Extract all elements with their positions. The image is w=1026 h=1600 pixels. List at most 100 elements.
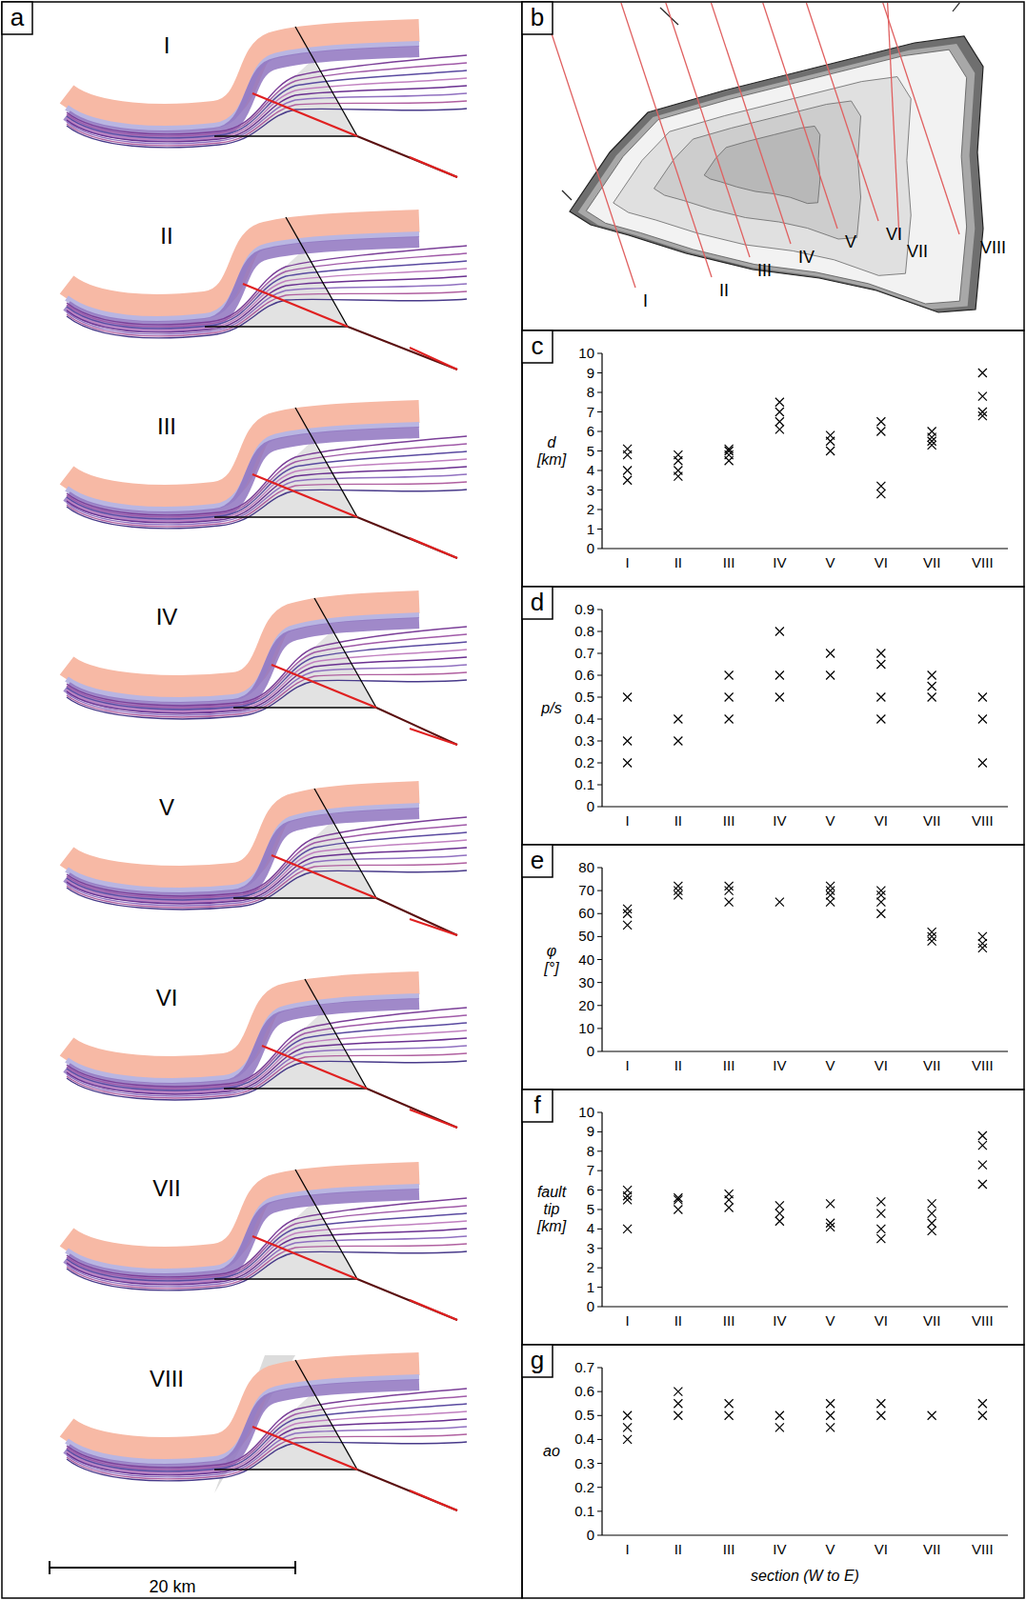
y-tick [597, 913, 603, 915]
fault-line [214, 135, 358, 137]
y-tick-label: 7 [586, 403, 595, 421]
y-tick-label: 20 [578, 997, 595, 1014]
coast-line [660, 7, 679, 25]
cross-section: VII [66, 1169, 467, 1321]
fault-line [252, 1236, 358, 1280]
cross-section: VIII [66, 1355, 467, 1511]
y-tick-label: 2 [586, 1259, 595, 1276]
x-tick-label: VII [923, 1312, 941, 1329]
map-zone [654, 100, 862, 240]
x-tick-label: II [674, 1541, 683, 1558]
fault-line [314, 598, 377, 708]
y-axis-title-line: [km] [536, 451, 567, 468]
panel-letter: g [530, 1346, 544, 1375]
point [623, 905, 632, 914]
section-line-label: V [844, 232, 857, 252]
horizon-line [66, 489, 467, 529]
cross-section: V [66, 788, 467, 936]
map-zone [613, 77, 911, 277]
y-tick-label: 8 [586, 383, 595, 401]
map [531, 2, 984, 313]
point [927, 441, 937, 450]
y-tick-label: 0 [586, 1298, 595, 1315]
section-line [531, 2, 636, 288]
fault-line [304, 979, 367, 1089]
point [825, 1199, 835, 1208]
coast-line [952, 2, 961, 12]
y-tick [597, 411, 603, 413]
panel-letter-box [522, 1, 553, 35]
point [876, 427, 886, 437]
y-tick-label: 0 [586, 1043, 595, 1060]
panel-letter: a [10, 2, 25, 32]
x-tick-label: II [674, 812, 683, 829]
point [724, 1195, 734, 1205]
point [978, 1411, 987, 1421]
horizon-line [66, 108, 467, 148]
chart: 00.10.20.30.40.50.60.70.80.9IIIIIIIVVVIV… [540, 601, 1008, 829]
point [775, 398, 785, 407]
fault-line [409, 1109, 458, 1128]
y-tick [597, 470, 603, 472]
y-tick [597, 1287, 603, 1288]
x-tick-label: VII [923, 554, 941, 571]
point [978, 944, 987, 953]
y-tick-label: 6 [586, 1182, 595, 1199]
y-tick-label: 4 [586, 462, 595, 479]
x-tick-label: I [625, 1312, 630, 1329]
x-axis [602, 1306, 1008, 1308]
horizon-line [66, 1046, 467, 1097]
point [775, 1209, 785, 1219]
fault-line [223, 1087, 367, 1089]
point [876, 482, 886, 491]
layer-band [66, 813, 420, 899]
horizon-line [66, 642, 467, 710]
point [623, 759, 632, 768]
point [978, 392, 987, 402]
section-line [774, 2, 879, 222]
horizon-line [66, 459, 467, 522]
y-axis-title: faulttip[km] [536, 1184, 567, 1235]
y-tick [597, 1209, 603, 1211]
point [927, 437, 937, 446]
point [673, 472, 683, 482]
x-tick-label: I [625, 1057, 630, 1074]
chart: 00.10.20.30.40.50.60.7IIIIIIIVVVIVIIVIII… [543, 1359, 1008, 1585]
y-tick-label: 3 [586, 1240, 595, 1257]
point [775, 693, 785, 703]
point [927, 1209, 937, 1219]
horizon-line [66, 299, 467, 339]
y-tick-label: 50 [578, 927, 595, 945]
section-line-label: IV [798, 247, 815, 267]
scale-bar [294, 1561, 297, 1575]
y-tick-label: 9 [586, 1123, 595, 1140]
fault-line [242, 283, 348, 327]
y-axis-title-line: tip [543, 1201, 561, 1218]
layer-band [66, 623, 420, 708]
point [775, 627, 785, 637]
fault-line [366, 1088, 458, 1128]
section-label: III [157, 413, 177, 440]
y-axis-title: ao [543, 1443, 561, 1460]
section-line [884, 2, 901, 239]
y-tick-label: 0.6 [574, 666, 595, 684]
y-tick [597, 1391, 603, 1393]
y-axis-title-line: d [547, 434, 558, 451]
fault-line [285, 217, 348, 327]
point [978, 411, 987, 421]
fault-line [252, 93, 358, 137]
map-zone [704, 125, 821, 203]
fault-line [376, 707, 458, 745]
point [927, 937, 937, 946]
point [927, 671, 937, 681]
horizon-line [66, 1038, 467, 1095]
x-tick-label: VIII [971, 1541, 994, 1558]
x-tick-label: V [825, 812, 836, 829]
horizon-line [66, 1221, 467, 1284]
point [876, 489, 886, 499]
section-line [607, 2, 712, 278]
horizon-line [66, 664, 467, 716]
y-tick-label: 5 [586, 1201, 595, 1218]
y-tick [597, 763, 603, 765]
y-tick [597, 1415, 603, 1417]
